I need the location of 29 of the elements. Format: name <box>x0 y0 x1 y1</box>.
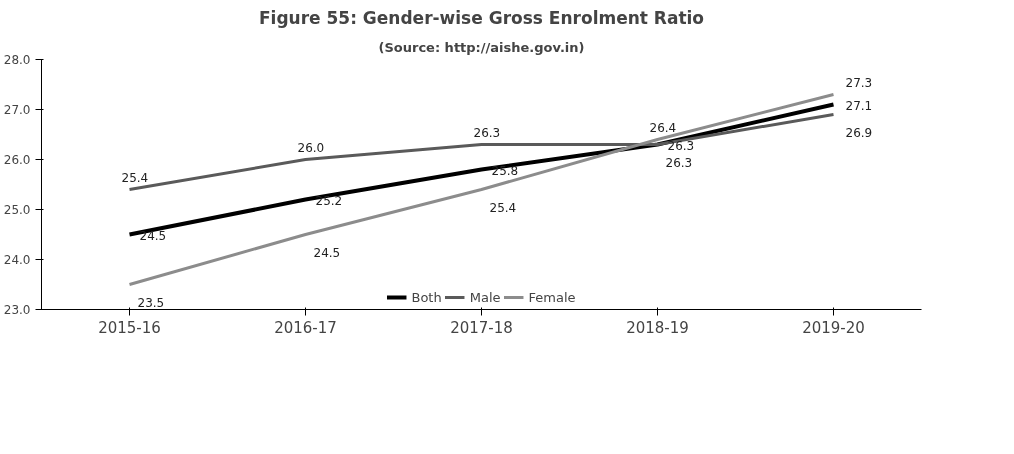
data-label: 23.5 <box>137 295 165 310</box>
chart-title: Figure 55: Gender-wise Gross Enrolment Ratio <box>258 7 705 28</box>
y-tick-label: 24.0 <box>3 253 31 267</box>
data-label: 26.0 <box>297 140 325 155</box>
data-label: 25.4 <box>489 200 517 215</box>
legend-label: Both <box>411 289 442 305</box>
data-label: 26.3 <box>667 138 695 153</box>
data-label: 26.3 <box>665 155 693 170</box>
data-label: 26.9 <box>845 125 873 140</box>
data-label: 24.5 <box>313 245 341 260</box>
x-tick-label: 2016-17 <box>274 318 337 337</box>
legend-label: Male <box>469 289 501 305</box>
text: (Source: http://aishe.gov.in) <box>378 39 585 55</box>
x-tick-label: 2018-19 <box>626 318 689 337</box>
x-tick-label: 2019-20 <box>802 318 865 337</box>
y-tick-label: 27.0 <box>3 103 31 117</box>
data-label: 25.4 <box>121 170 149 185</box>
y-tick-label: 26.0 <box>3 153 31 167</box>
data-label: 27.1 <box>845 98 873 113</box>
y-tick-label: 28.0 <box>3 53 31 67</box>
y-tick-label: 23.0 <box>3 303 31 317</box>
data-label: 27.3 <box>845 75 873 90</box>
data-label: 24.5 <box>139 228 167 243</box>
x-tick-label: 2017-18 <box>450 318 513 337</box>
data-label: 26.4 <box>649 120 677 135</box>
data-label: 26.3 <box>473 125 501 140</box>
legend-label: Female <box>528 289 576 305</box>
x-tick-label: 2015-16 <box>98 318 161 337</box>
y-tick-label: 25.0 <box>3 203 31 217</box>
